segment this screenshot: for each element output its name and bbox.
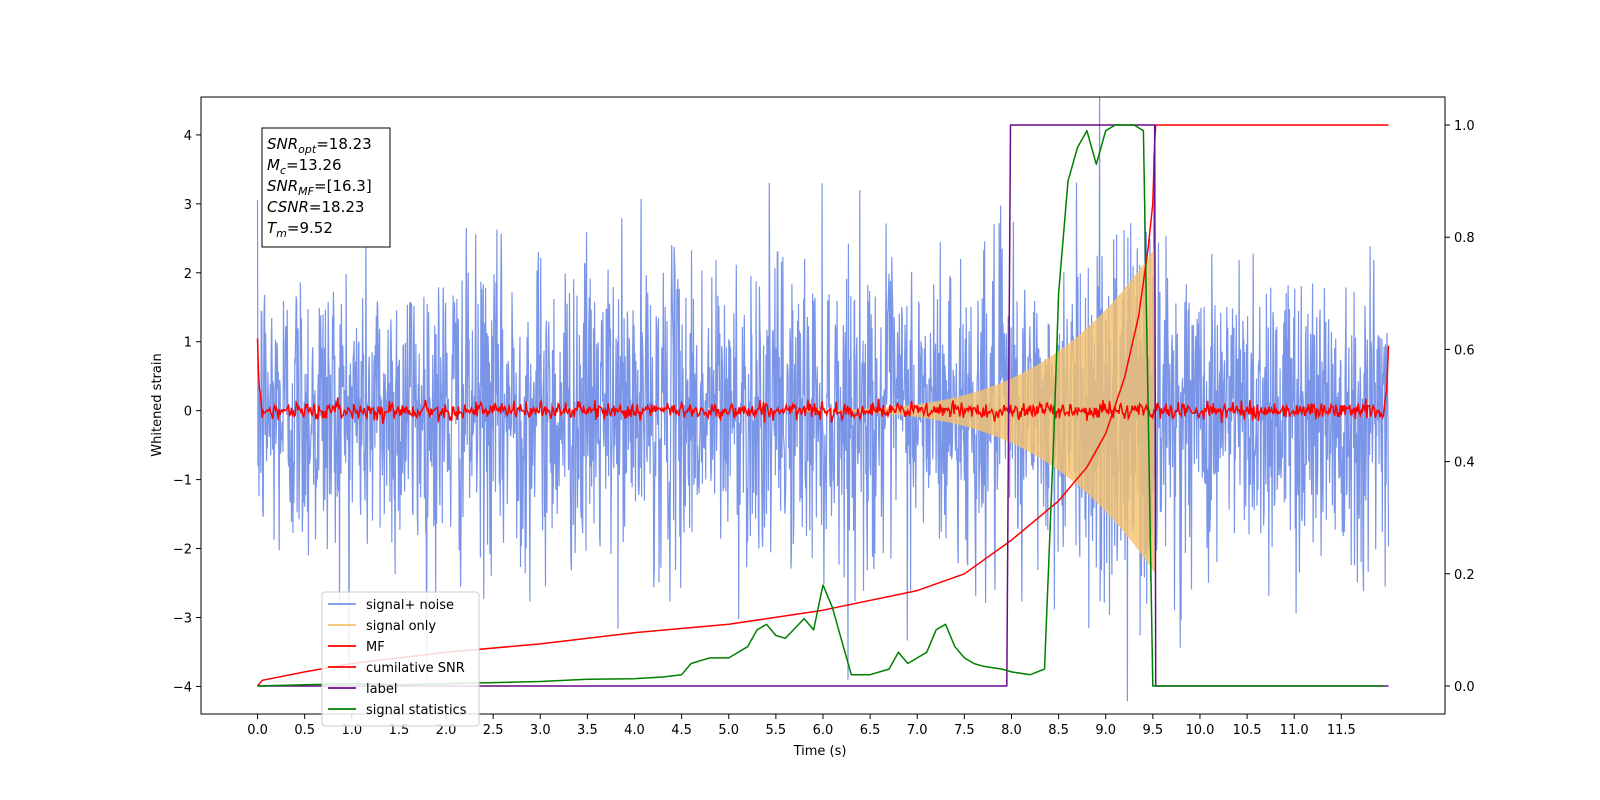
x-tick-label: 9.5 bbox=[1143, 723, 1164, 738]
y-tick-label: −3 bbox=[173, 611, 192, 626]
legend-label-signal-noise: signal+ noise bbox=[366, 598, 454, 613]
x-axis-label: Time (s) bbox=[793, 744, 847, 759]
info-value: =[16.3] bbox=[314, 177, 372, 195]
x-tick-label: 0.0 bbox=[247, 723, 268, 738]
y-tick-label: −2 bbox=[173, 543, 192, 558]
y-right-tick-label: 0.0 bbox=[1454, 680, 1475, 695]
x-tick-label: 6.5 bbox=[860, 723, 881, 738]
y-tick-label: 2 bbox=[184, 267, 192, 282]
x-tick-label: 2.5 bbox=[483, 723, 504, 738]
info-line: Mc=13.26 bbox=[267, 156, 342, 177]
series-signal-noise bbox=[256, 97, 1390, 702]
y-axis-label: Whitened strain bbox=[150, 353, 165, 456]
series-signal-statistics bbox=[257, 124, 1384, 687]
info-symbol: M bbox=[267, 156, 280, 174]
info-value: =18.23 bbox=[316, 135, 372, 153]
legend-label-cumilative-snr: cumilative SNR bbox=[366, 661, 465, 676]
x-tick-label: 2.0 bbox=[436, 723, 457, 738]
x-tick-label: 11.0 bbox=[1280, 723, 1309, 738]
y-tick-label: −1 bbox=[173, 474, 192, 489]
x-tick-label: 7.5 bbox=[954, 723, 975, 738]
series-mf bbox=[256, 338, 1390, 425]
info-box: SNRopt=18.23Mc=13.26SNRMF=[16.3]CSNR=18.… bbox=[261, 127, 391, 248]
legend-label-signal-only: signal only bbox=[366, 619, 436, 634]
info-line: SNRMF=[16.3] bbox=[267, 177, 372, 198]
x-tick-label: 5.0 bbox=[718, 723, 739, 738]
x-tick-label: 5.5 bbox=[766, 723, 787, 738]
x-tick-label: 7.0 bbox=[907, 723, 928, 738]
info-value: =9.52 bbox=[287, 219, 333, 237]
y-tick-label: 1 bbox=[184, 336, 192, 351]
info-symbol: CSNR bbox=[267, 198, 309, 216]
series-signal-only bbox=[775, 248, 1156, 573]
x-tick-label: 9.0 bbox=[1095, 723, 1116, 738]
legend-frame bbox=[321, 591, 480, 727]
info-line: CSNR=18.23 bbox=[267, 198, 364, 216]
x-tick-label: 8.5 bbox=[1048, 723, 1069, 738]
y-tick-label: −4 bbox=[173, 680, 192, 695]
x-tick-label: 10.5 bbox=[1233, 723, 1262, 738]
legend-label-mf: MF bbox=[366, 640, 385, 655]
info-line: Tm=9.52 bbox=[267, 219, 333, 240]
y-tick-label: 4 bbox=[184, 129, 192, 144]
x-tick-label: 1.0 bbox=[341, 723, 362, 738]
y-right-tick-label: 0.4 bbox=[1454, 456, 1475, 471]
x-tick-label: 10.0 bbox=[1185, 723, 1214, 738]
info-symbol: SNR bbox=[267, 135, 298, 153]
info-value: =13.26 bbox=[286, 156, 342, 174]
x-tick-label: 3.0 bbox=[530, 723, 551, 738]
info-subscript: c bbox=[280, 164, 286, 177]
x-tick-label: 8.0 bbox=[1001, 723, 1022, 738]
y-right-tick-label: 0.8 bbox=[1454, 231, 1475, 246]
y-right-tick-label: 0.2 bbox=[1454, 568, 1475, 583]
info-value: =18.23 bbox=[309, 198, 365, 216]
info-line: SNRopt=18.23 bbox=[267, 135, 372, 156]
legend-label-signal-statistics: signal statistics bbox=[366, 703, 467, 718]
info-subscript: MF bbox=[298, 185, 314, 198]
x-tick-label: 1.5 bbox=[389, 723, 410, 738]
y-right-tick-label: 0.6 bbox=[1454, 343, 1475, 358]
info-symbol: T bbox=[267, 219, 278, 237]
x-tick-label: 3.5 bbox=[577, 723, 598, 738]
legend-label-label: label bbox=[366, 682, 397, 697]
info-symbol: SNR bbox=[267, 177, 298, 195]
x-tick-label: 4.5 bbox=[671, 723, 692, 738]
info-subscript: opt bbox=[298, 143, 317, 156]
info-box-frame bbox=[261, 127, 391, 248]
legend: signal+ noise signal only MF cumilative SNR… bbox=[321, 591, 480, 727]
y-tick-label: 0 bbox=[184, 405, 192, 420]
x-tick-label: 11.5 bbox=[1327, 723, 1356, 738]
info-subscript: m bbox=[276, 227, 287, 240]
y-tick-label: 3 bbox=[184, 198, 192, 213]
x-tick-label: 4.0 bbox=[624, 723, 645, 738]
y-right-tick-label: 1.0 bbox=[1454, 119, 1475, 134]
x-tick-label: 0.5 bbox=[294, 723, 315, 738]
x-tick-label: 6.0 bbox=[813, 723, 834, 738]
